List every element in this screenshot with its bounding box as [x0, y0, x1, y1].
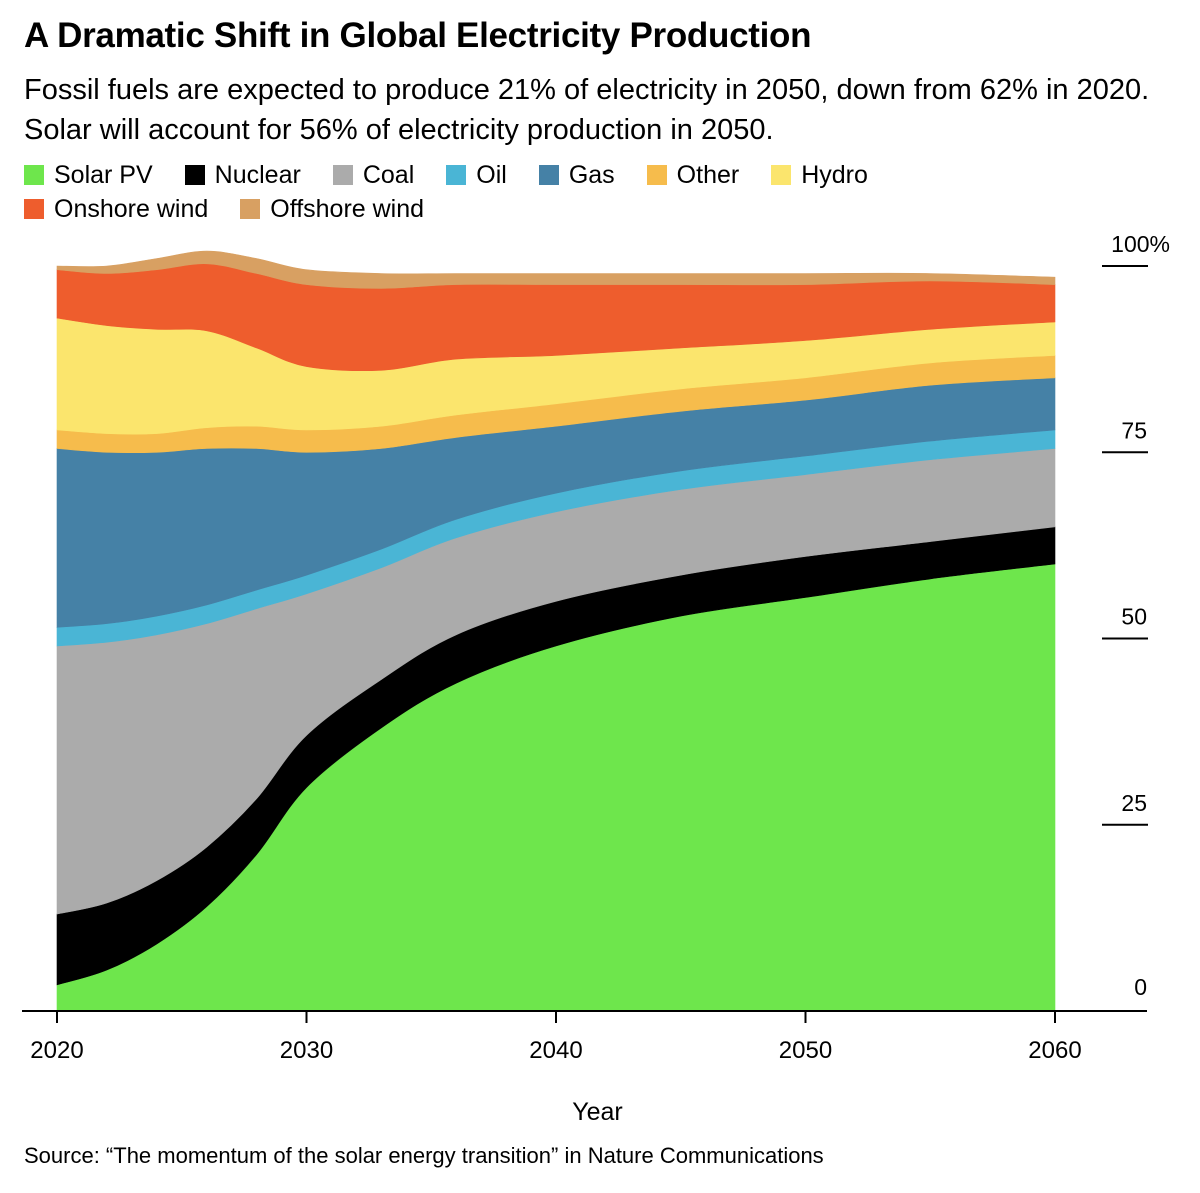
x-tick-label: 2040 [529, 1037, 582, 1064]
legend-swatch [538, 165, 559, 185]
legend-label: Offshore wind [270, 194, 425, 223]
chart-title: A Dramatic Shift in Global Electricity P… [24, 16, 812, 55]
y-tick-label: 0 [1134, 974, 1147, 1000]
y-tick-label: 50 [1121, 604, 1147, 630]
legend-swatch [24, 199, 44, 219]
legend-label: Solar PV [54, 160, 153, 189]
legend-item-onshore-wind: Onshore wind [24, 195, 208, 224]
x-tick-label: 2050 [779, 1037, 832, 1064]
legend-label: Coal [362, 160, 415, 189]
legend-item-other: Other [646, 160, 740, 190]
legend-item-hydro: Hydro [771, 161, 868, 190]
legend-swatch [646, 165, 667, 185]
legend-swatch [184, 165, 205, 185]
legend-swatch [771, 165, 792, 185]
legend-label: Oil [476, 160, 507, 189]
x-tick-label: 2030 [280, 1037, 333, 1064]
legend-item-nuclear: Nuclear [184, 160, 301, 190]
y-tick-label: 25 [1121, 790, 1147, 816]
legend-label: Gas [568, 160, 615, 189]
x-tick-label: 2060 [1028, 1037, 1081, 1064]
legend-row-1: Solar PV Nuclear Coal Oil Gas Other Hydr… [24, 158, 1024, 192]
legend-item-solar-pv: Solar PV [24, 161, 153, 190]
legend-label: Onshore wind [54, 194, 209, 223]
legend-swatch [240, 199, 261, 219]
legend: Solar PV Nuclear Coal Oil Gas Other Hydr… [24, 158, 1024, 226]
area-offshore-wind [56, 250, 1056, 289]
legend-swatch [446, 165, 467, 185]
source-note: Source: “The momentum of the solar energ… [24, 1143, 824, 1168]
y-tick-label: 100% [1111, 231, 1170, 257]
legend-swatch [332, 165, 353, 185]
y-tick-label: 75 [1121, 417, 1147, 443]
legend-item-gas: Gas [538, 160, 615, 190]
legend-label: Other [676, 160, 740, 189]
legend-swatch [24, 165, 44, 185]
legend-label: Nuclear [214, 160, 301, 189]
x-tick-label: 2020 [30, 1037, 83, 1064]
legend-item-offshore-wind: Offshore wind [240, 195, 424, 224]
legend-item-oil: Oil [446, 161, 507, 190]
stacked-area-chart: 2020 2030 2040 2050 2060 0 25 50 75 100% [22, 231, 1170, 1064]
chart-subtitle: Fossil fuels are expected to produce 21%… [24, 74, 1150, 146]
legend-row-2: Onshore wind Offshore wind [24, 192, 1024, 226]
area-series-group [56, 250, 1056, 1012]
x-axis-title: Year [572, 1098, 623, 1126]
legend-label: Hydro [801, 160, 868, 189]
legend-item-coal: Coal [332, 160, 415, 190]
